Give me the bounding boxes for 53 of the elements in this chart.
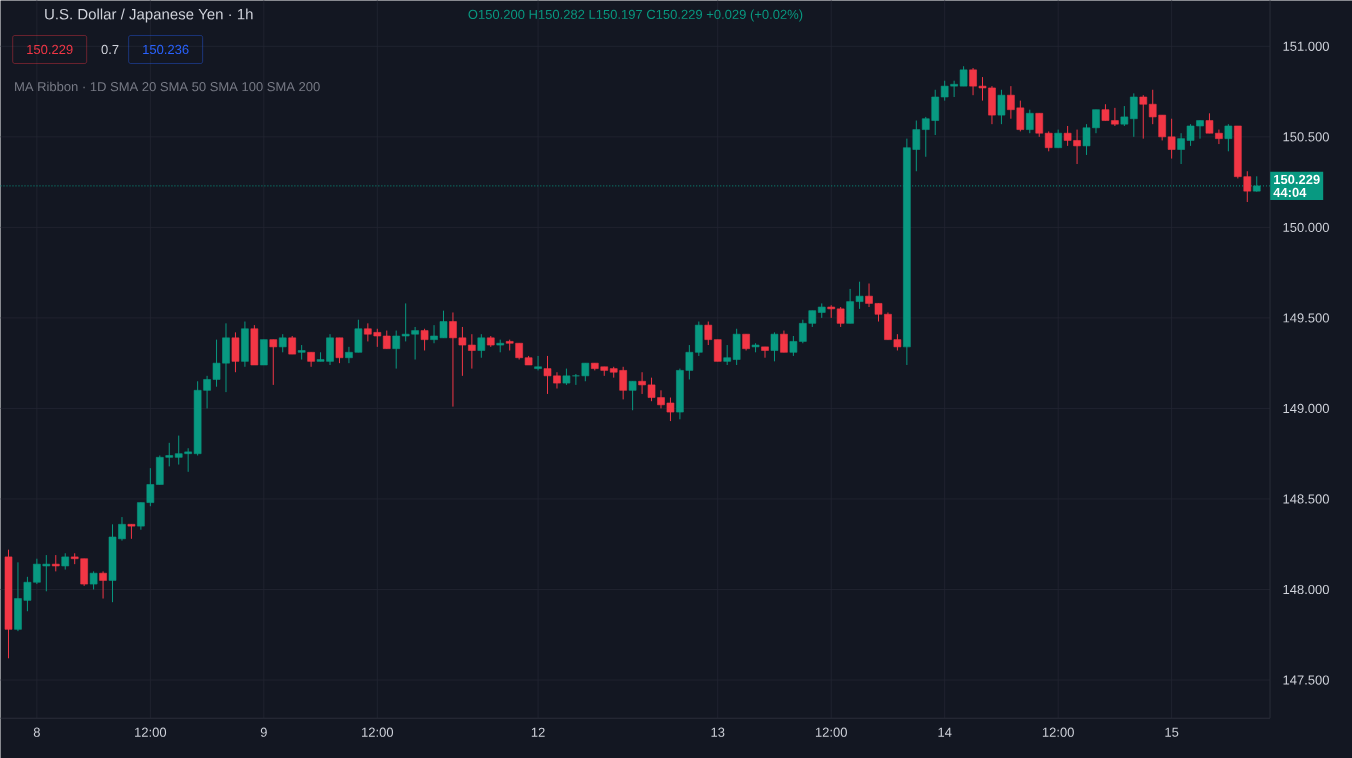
x-tick-label: 12:00	[362, 727, 394, 737]
candlestick	[628, 380, 637, 411]
y-tick-label: 148.500	[1283, 494, 1329, 504]
candlestick	[1054, 128, 1062, 149]
candlestick	[770, 331, 779, 362]
candlestick	[1224, 123, 1233, 152]
text: 44:04	[1273, 187, 1307, 197]
ref-line-label: 150.229	[1274, 174, 1320, 184]
text: U.S. Dollar / Japanese Yen · 1h	[45, 8, 253, 23]
candlestick	[89, 570, 98, 590]
candlestick	[1035, 112, 1044, 138]
candlestick	[836, 306, 845, 328]
x-tick-label: 9	[260, 727, 267, 737]
candlestick	[761, 346, 769, 359]
candlestick	[1025, 109, 1034, 134]
candlestick	[780, 329, 788, 353]
candlestick	[477, 333, 486, 359]
y-tick-label: 147.500	[1283, 675, 1329, 685]
candlestick	[713, 339, 722, 362]
annotation: 0.7	[101, 44, 119, 54]
x-tick-label: 13	[711, 727, 725, 737]
y-tick-label: 151.000	[1283, 41, 1329, 51]
annotation: 150.236	[143, 44, 189, 54]
candlestick	[382, 329, 391, 350]
candlestick	[278, 333, 287, 353]
candlestick	[231, 331, 240, 373]
candlestick	[1139, 94, 1148, 140]
y-tick-label: 150.500	[1283, 132, 1329, 142]
x-tick-label: 15	[1165, 727, 1179, 737]
annotation: MA Ribbon · 1D SMA 20 SMA 50 SMA 100 SMA 200	[15, 81, 320, 92]
x-tick-label: 12:00	[1042, 727, 1074, 737]
x-tick-label: 12:00	[815, 727, 847, 737]
candlestick	[534, 355, 542, 371]
x-tick-label: 12:00	[135, 727, 167, 737]
candlestick	[581, 362, 590, 382]
candlestick	[392, 329, 401, 369]
candlestick	[335, 337, 344, 364]
candlestick	[997, 89, 1006, 125]
candlestick	[99, 570, 107, 599]
candlestick	[269, 339, 278, 386]
x-tick-label: 14	[938, 727, 952, 737]
candlestick	[704, 320, 713, 346]
y-tick-label: 149.500	[1283, 313, 1329, 323]
text: O150.200 H150.282 L150.197 C150.229 +0.029 (+0.02%)	[468, 9, 803, 22]
y-tick-label: 149.000	[1283, 403, 1329, 413]
annotation: 150.229	[27, 44, 73, 54]
candlestick	[288, 335, 296, 355]
candlestick	[420, 328, 429, 351]
x-tick-label: 12	[531, 727, 545, 737]
candlestick	[1044, 130, 1053, 152]
y-tick-label: 150.000	[1283, 222, 1329, 232]
x-tick-label: 8	[33, 727, 40, 737]
y-tick-label: 148.000	[1283, 584, 1329, 594]
